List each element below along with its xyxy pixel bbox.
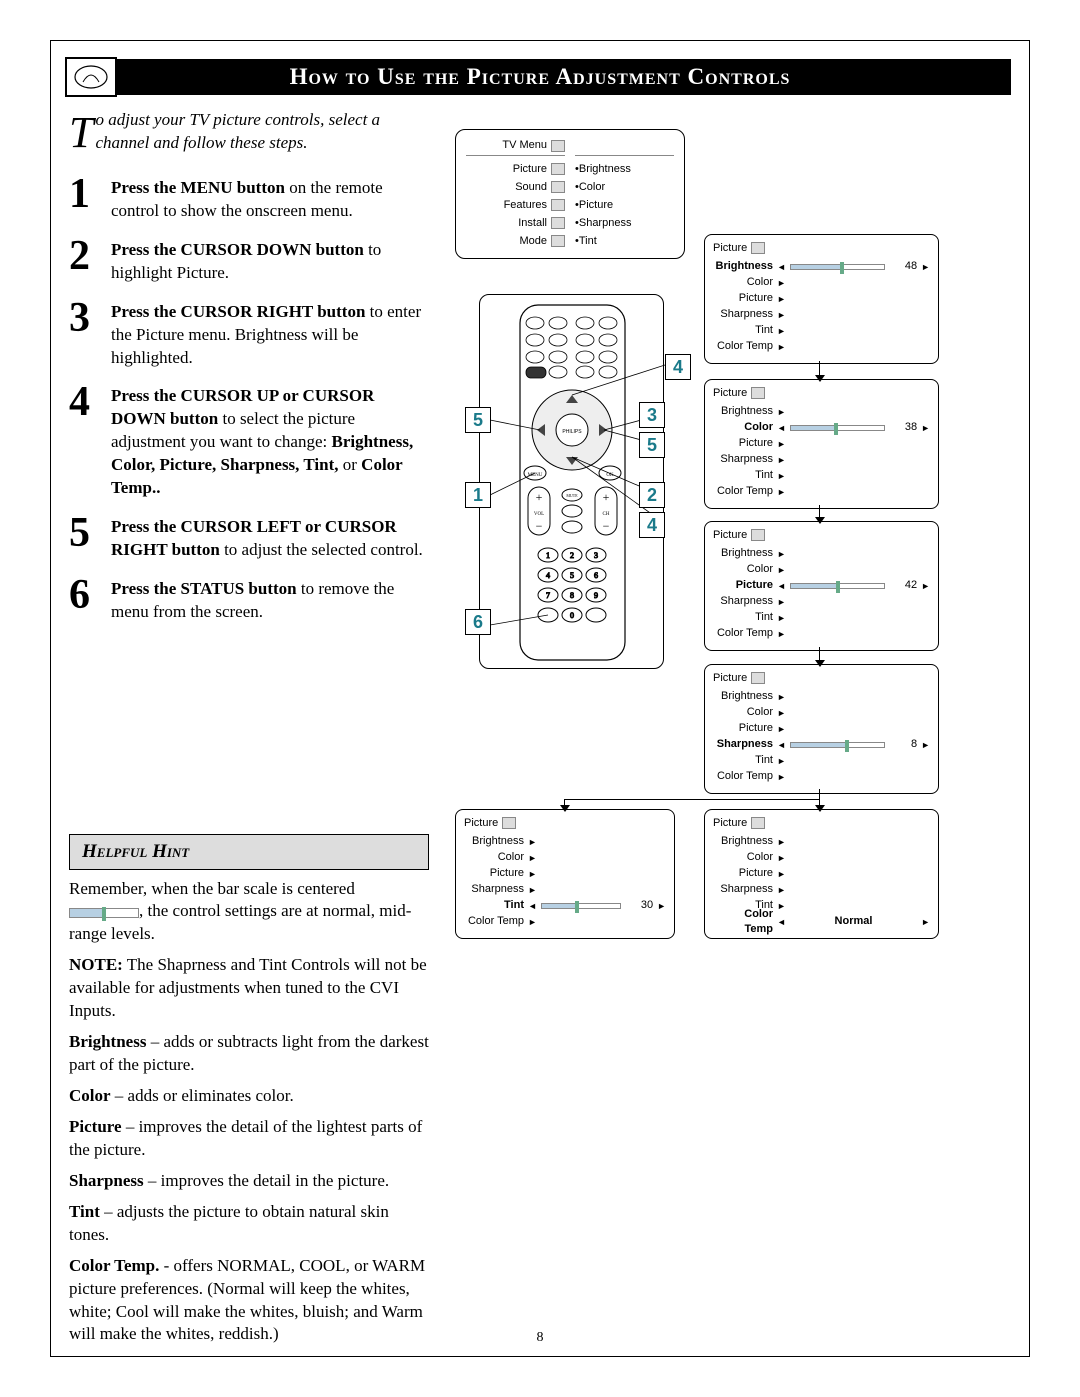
callout-4: 4: [665, 354, 691, 380]
step-5: 5 Press the CURSOR LEFT or CURSOR RIGHT …: [69, 512, 429, 562]
intro-text: To adjust your TV picture controls, sele…: [69, 109, 429, 155]
svg-text:8: 8: [570, 591, 574, 600]
callout-6: 6: [465, 609, 491, 635]
diagram-area: TV Menu Picture Sound Features Install M…: [449, 109, 1011, 1354]
hint-header: Helpful Hint: [69, 834, 429, 870]
slider-icon: [69, 908, 139, 918]
page-title: How to Use the Picture Adjustment Contro…: [69, 61, 1011, 92]
picture-panel-sharpness: Picture Brightness► Color► Picture► Shar…: [704, 664, 939, 794]
callout-5b: 5: [639, 432, 665, 458]
picture-panel-brightness: Picture Brightness◄48► Color► Picture► S…: [704, 234, 939, 364]
tv-menu-panel: TV Menu Picture Sound Features Install M…: [455, 129, 685, 259]
svg-text:CH: CH: [603, 512, 610, 517]
svg-text:−: −: [536, 519, 543, 533]
svg-text:MUTE: MUTE: [566, 493, 578, 498]
callout-1: 1: [465, 482, 491, 508]
logo-icon: [65, 57, 117, 97]
svg-text:9: 9: [594, 591, 598, 600]
svg-text:+: +: [603, 490, 610, 504]
svg-text:+: +: [536, 490, 543, 504]
callout-2: 2: [639, 482, 665, 508]
step-2: 2 Press the CURSOR DOWN button to highli…: [69, 235, 429, 285]
picture-panel-tint: Picture Brightness► Color► Picture► Shar…: [455, 809, 675, 939]
picture-panel-color: Picture Brightness► Color◄38► Picture► S…: [704, 379, 939, 509]
picture-panel-colortemp: Picture Brightness► Color► Picture► Shar…: [704, 809, 939, 939]
svg-text:3: 3: [594, 551, 598, 560]
step-3: 3 Press the CURSOR RIGHT button to enter…: [69, 297, 429, 370]
svg-text:VOL: VOL: [534, 512, 544, 517]
svg-text:5: 5: [570, 571, 574, 580]
remote-control: PHILIPS MENU OK +− VOL +− CH MUTE: [479, 294, 664, 669]
step-6: 6 Press the STATUS button to remove the …: [69, 574, 429, 624]
step-1: 1 Press the MENU button on the remote co…: [69, 173, 429, 223]
svg-text:2: 2: [570, 551, 574, 560]
svg-text:0: 0: [570, 611, 574, 620]
page-number: 8: [51, 1329, 1029, 1348]
step-4: 4 Press the CURSOR UP or CURSOR DOWN but…: [69, 381, 429, 500]
svg-text:−: −: [603, 519, 610, 533]
svg-text:4: 4: [546, 571, 550, 580]
callout-4b: 4: [639, 512, 665, 538]
title-bar: How to Use the Picture Adjustment Contro…: [69, 59, 1011, 95]
picture-panel-picture: Picture Brightness► Color► Picture◄42► S…: [704, 521, 939, 651]
svg-text:1: 1: [546, 551, 550, 560]
svg-text:7: 7: [546, 591, 550, 600]
svg-text:PHILIPS: PHILIPS: [562, 429, 582, 435]
helpful-hint: Helpful Hint Remember, when the bar scal…: [69, 834, 429, 1347]
callout-3: 3: [639, 402, 665, 428]
callout-5: 5: [465, 407, 491, 433]
svg-text:6: 6: [594, 571, 598, 580]
